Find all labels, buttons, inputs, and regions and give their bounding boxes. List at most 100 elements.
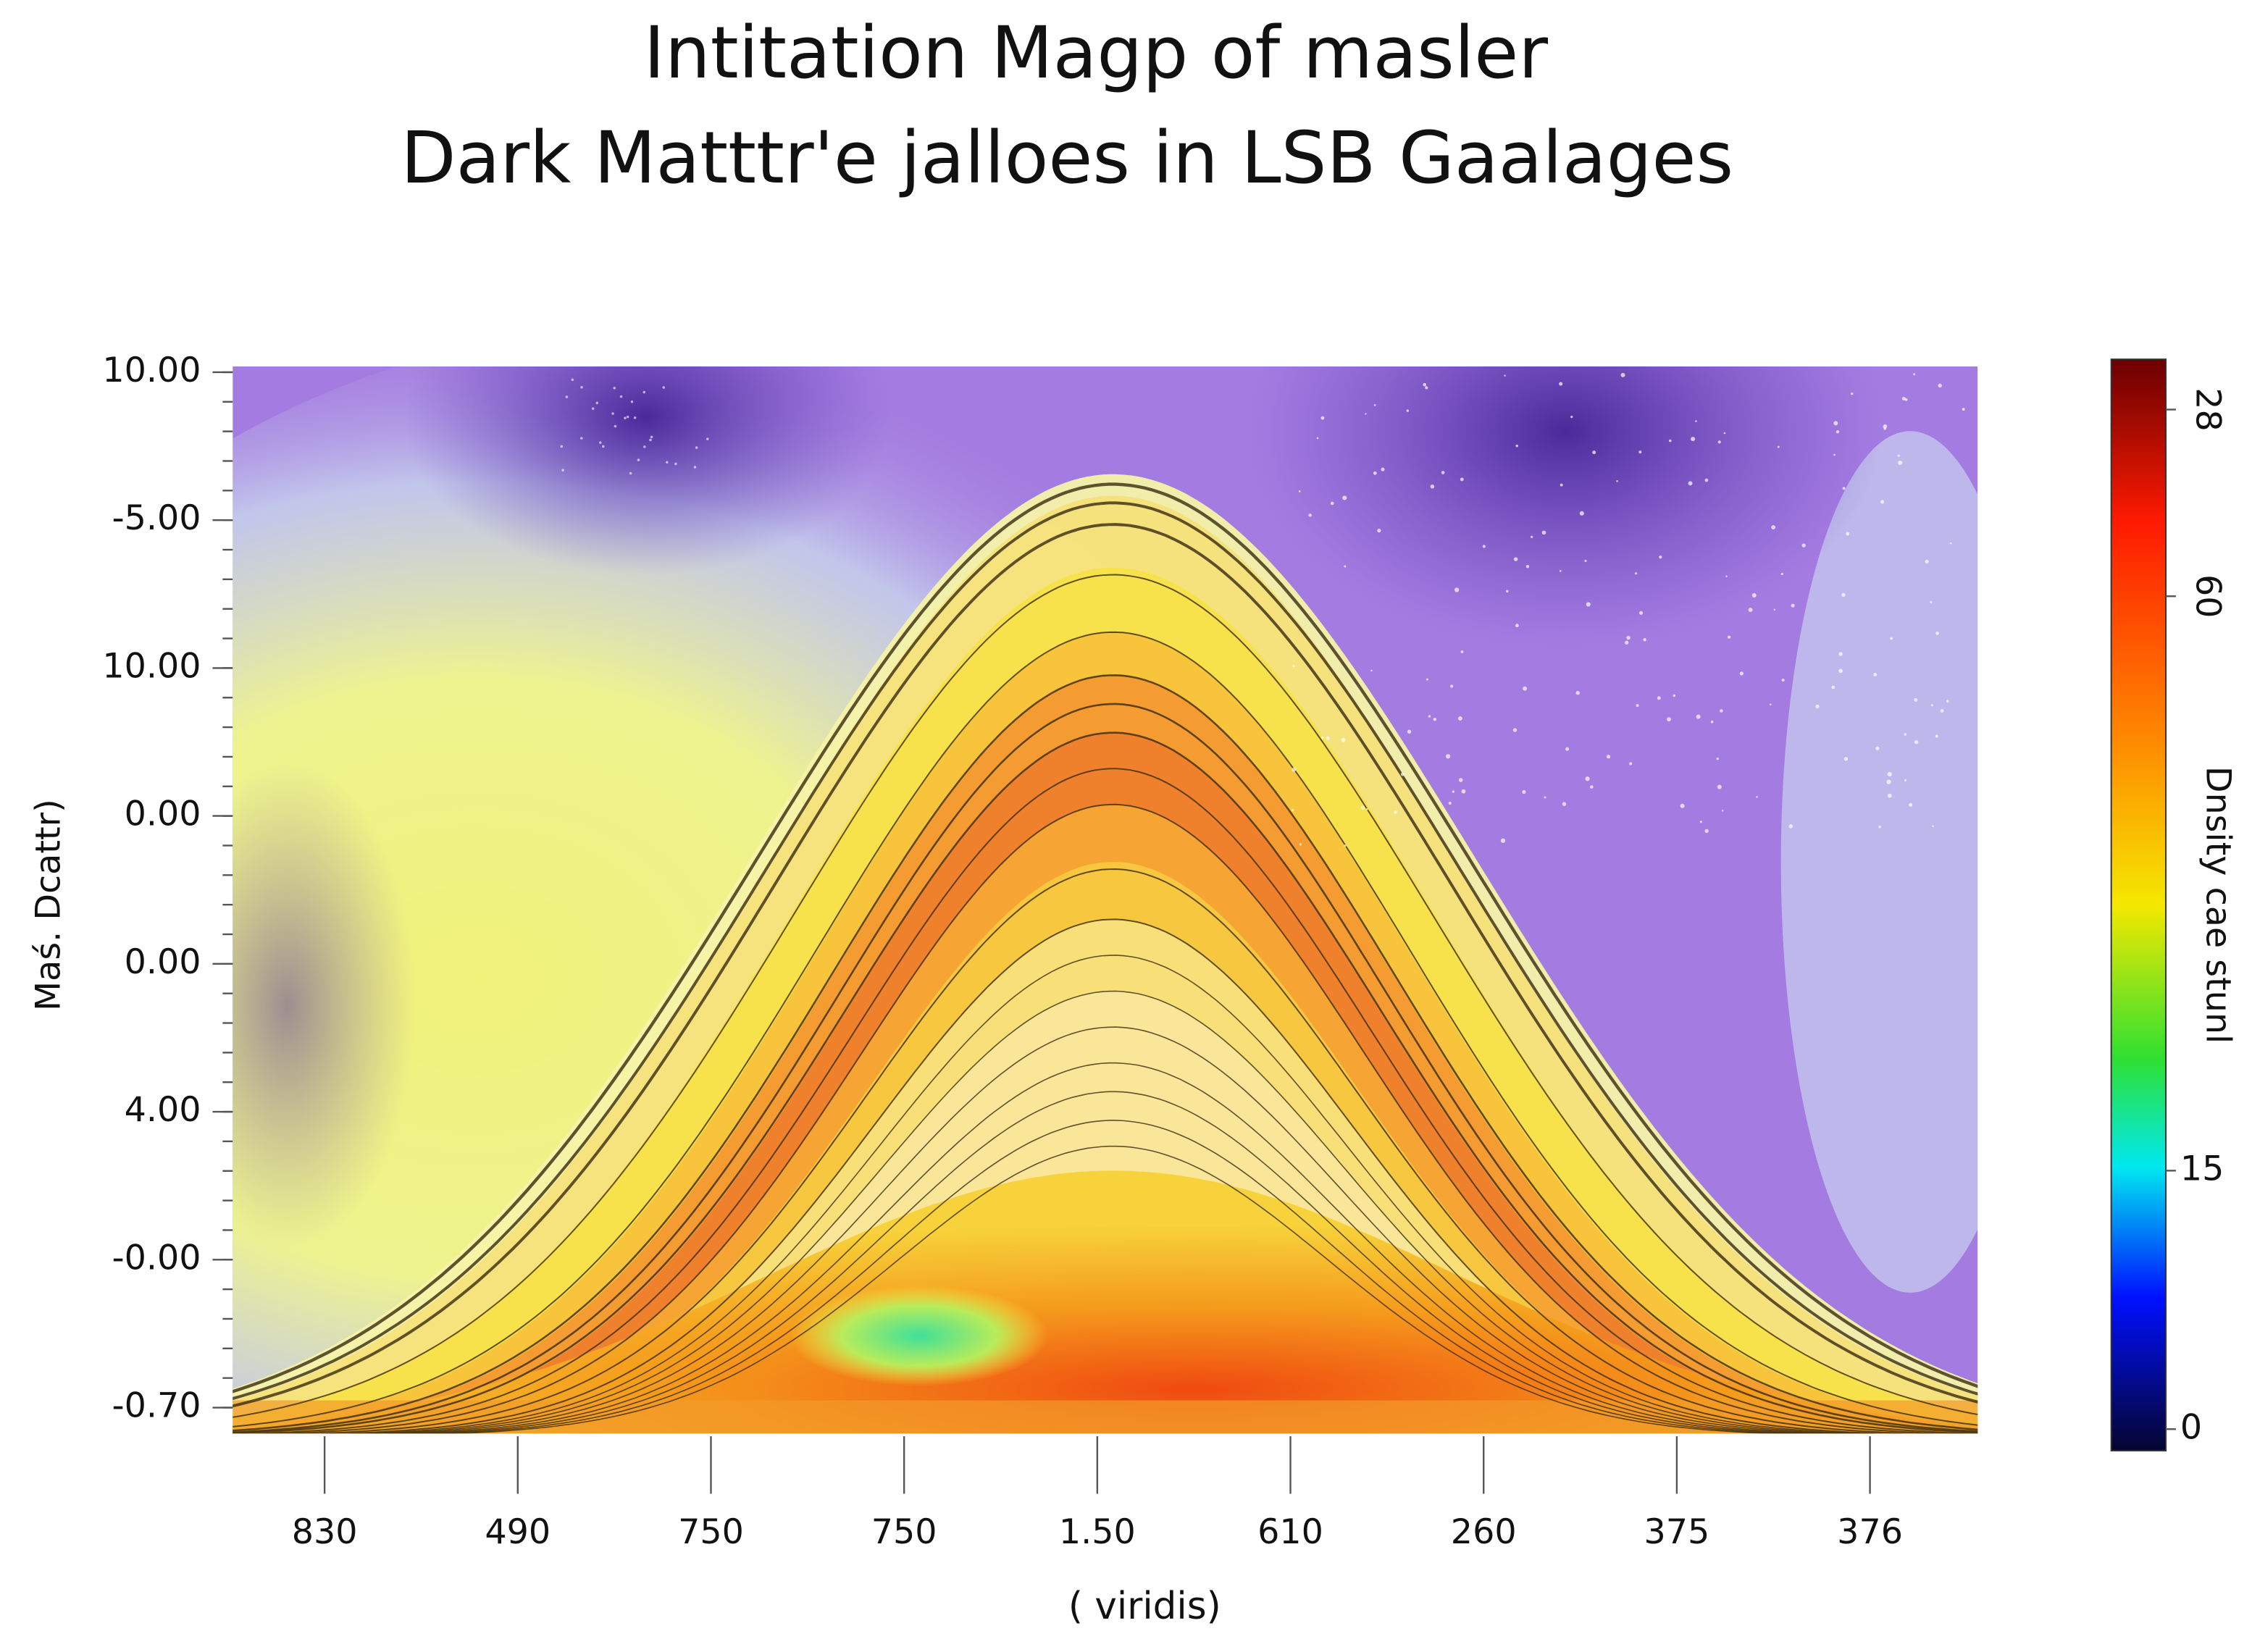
star <box>626 415 629 419</box>
star <box>1344 565 1347 568</box>
contour <box>233 731 1978 1434</box>
star <box>1592 450 1596 455</box>
star <box>1695 420 1697 422</box>
star <box>1326 736 1330 740</box>
star <box>1433 717 1437 721</box>
colorbar-tick-label: 0 <box>2180 1407 2202 1447</box>
star <box>1801 543 1806 548</box>
colorbar-tick-label: 28 <box>2188 387 2228 432</box>
star <box>1461 789 1466 794</box>
contour <box>233 574 1978 1418</box>
star <box>1935 632 1939 635</box>
star <box>1688 481 1693 486</box>
star <box>1512 728 1518 732</box>
colorbar-tick-label: 15 <box>2180 1149 2224 1188</box>
star <box>1769 703 1772 706</box>
star <box>1590 785 1594 789</box>
star <box>1562 802 1567 806</box>
y-tick-label: -0.70 <box>112 1386 201 1426</box>
star <box>1704 829 1709 834</box>
star <box>1901 396 1906 401</box>
contour <box>240 768 1978 1434</box>
star <box>633 416 637 419</box>
star <box>1373 471 1377 475</box>
star <box>1370 669 1373 672</box>
star <box>1930 704 1933 707</box>
star <box>1780 572 1783 576</box>
star <box>1426 678 1428 681</box>
star <box>1523 686 1528 691</box>
star <box>611 412 614 415</box>
star <box>1330 501 1334 506</box>
star <box>565 395 569 398</box>
star <box>1430 484 1435 489</box>
x-tick-label: 375 <box>1644 1512 1709 1552</box>
x-tick-label: 1.50 <box>1059 1512 1136 1552</box>
x-tick-label: 830 <box>292 1512 358 1552</box>
star <box>1377 529 1381 533</box>
star <box>560 445 564 448</box>
star <box>1606 755 1611 759</box>
star <box>1843 757 1849 761</box>
star <box>1515 624 1519 628</box>
star <box>1565 747 1570 751</box>
star <box>1291 808 1294 812</box>
star <box>1838 668 1843 674</box>
star <box>1365 808 1368 810</box>
star <box>1629 762 1633 766</box>
star <box>1341 737 1346 742</box>
star <box>1691 437 1696 442</box>
star <box>1457 716 1462 721</box>
star <box>1298 490 1301 492</box>
star <box>1773 608 1776 611</box>
star <box>1914 697 1918 702</box>
dark-blob <box>233 761 417 1250</box>
colorbar-label: Dnsity cae stunl <box>2198 766 2238 1044</box>
star <box>1636 704 1639 708</box>
contour <box>398 1062 1828 1434</box>
star <box>1913 373 1916 376</box>
contour <box>440 1145 1784 1434</box>
star <box>1560 483 1563 487</box>
star <box>1887 793 1892 798</box>
star <box>1544 796 1546 799</box>
star <box>1890 637 1893 640</box>
star <box>1696 714 1701 719</box>
contour <box>233 674 1978 1432</box>
star <box>1579 511 1584 516</box>
star <box>1638 611 1644 615</box>
star <box>643 445 646 448</box>
star <box>1394 810 1397 814</box>
contour <box>233 501 1978 1401</box>
star <box>1458 778 1463 782</box>
contour <box>233 703 1978 1433</box>
dark-blob <box>1250 366 1882 647</box>
star <box>1835 430 1840 434</box>
star <box>1452 790 1455 793</box>
star <box>1699 821 1702 823</box>
star <box>1935 734 1938 738</box>
star <box>1381 467 1385 471</box>
star <box>1616 479 1618 482</box>
y-tick-label: 0.00 <box>125 794 201 834</box>
star <box>1584 559 1587 563</box>
contour <box>412 1091 1813 1434</box>
cool-spot <box>790 1285 1049 1386</box>
contour <box>233 482 1978 1393</box>
star <box>1878 826 1881 829</box>
star <box>1791 603 1795 608</box>
star <box>1638 450 1642 454</box>
x-tick-label: 260 <box>1451 1512 1517 1552</box>
y-axis-label: Maś. Dcattr) <box>28 799 68 1011</box>
contour <box>426 1120 1799 1434</box>
star <box>1659 555 1662 559</box>
star <box>1541 530 1546 535</box>
star <box>1842 487 1846 490</box>
star <box>601 445 605 448</box>
star <box>1667 717 1671 722</box>
star <box>1454 587 1460 592</box>
contour <box>383 1026 1845 1434</box>
star <box>1482 545 1486 548</box>
